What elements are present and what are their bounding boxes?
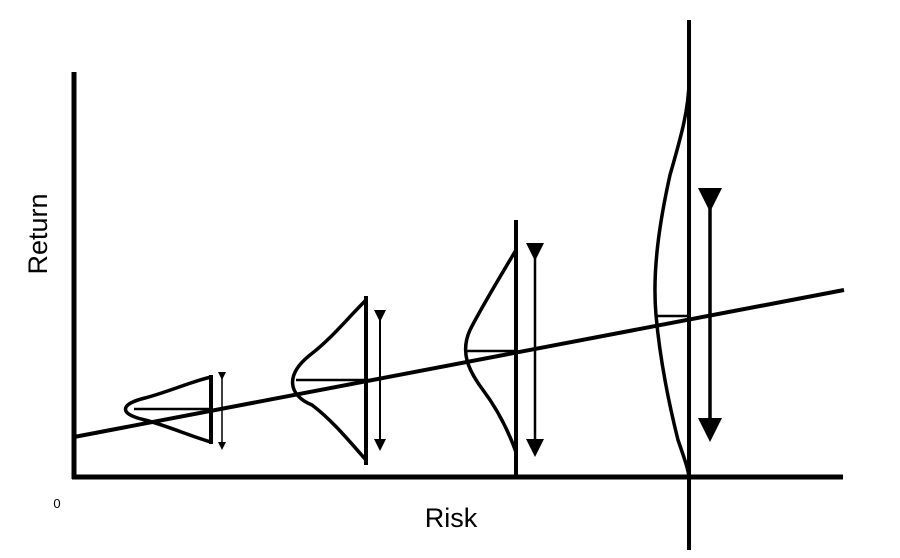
origin-label: 0: [53, 496, 60, 511]
distribution-3-curve: [463, 249, 518, 453]
distribution-4-curve: [653, 79, 691, 479]
distribution-4: [653, 20, 722, 550]
distribution-1-curve: [123, 375, 212, 444]
x-axis-label: Risk: [425, 503, 478, 533]
distribution-2-curve: [290, 298, 368, 462]
distribution-1: [123, 372, 226, 450]
risk-return-trend-line: [73, 288, 845, 439]
distribution-2: [290, 296, 386, 465]
distribution-3: [463, 220, 544, 477]
y-axis-label: Return: [23, 193, 53, 274]
